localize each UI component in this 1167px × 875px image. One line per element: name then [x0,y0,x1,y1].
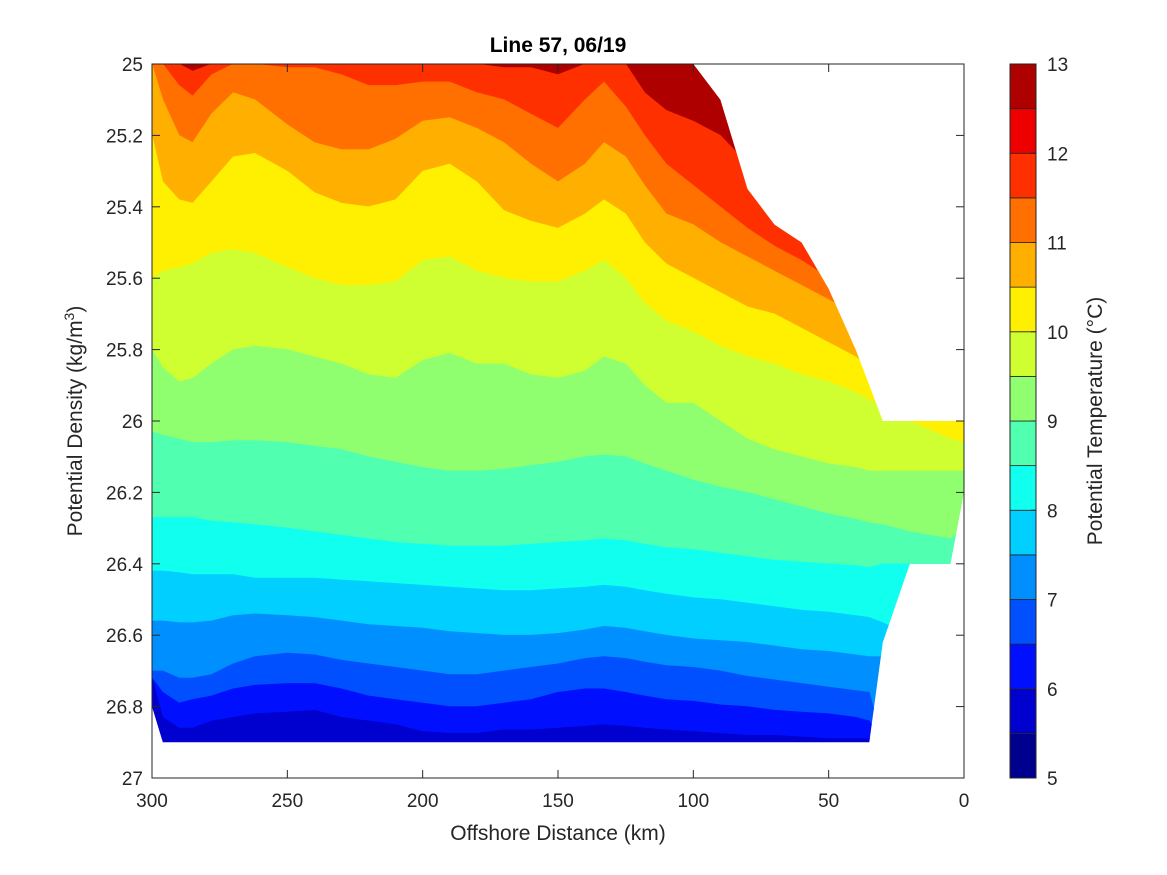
y-axis-label-close: ) [64,306,87,313]
colorbar-segment [1009,152,1037,199]
colorbar-segment [1009,599,1037,645]
y-tick-label: 26.2 [106,483,143,504]
colorbar-segment [1009,643,1037,690]
plot-area: 300 250 200 150 100 50 0 2525.225.425.625.8262… [106,55,969,812]
y-tick-label: 25.4 [106,198,143,219]
colorbar-tick-label: 13 [1047,55,1068,76]
y-tick-label: 26.4 [106,555,143,576]
colorbar-segment [1009,63,1037,110]
x-tick-label: 100 [677,791,709,812]
colorbar-segment [1009,509,1037,556]
colorbar-segment [1009,331,1037,377]
y-tick-label: 25.8 [106,341,143,362]
x-tick-label: 200 [407,791,439,812]
y-axis-label: Potential Density (kg/m3) [61,306,87,537]
colorbar-segment [1009,465,1037,511]
y-axis-label-main: Potential Density (kg/m [64,320,87,536]
y-axis: 25 25.2 25.4 25.6 25.8 26 26.2 26.4 26.6 26.8 27 [106,55,964,790]
colorbar-tick-label: 6 [1047,680,1058,701]
colorbar-tick-label: 9 [1047,412,1058,433]
y-tick-label: 25 [122,55,143,76]
colorbar-segment [1009,242,1037,288]
colorbar-segment [1009,554,1037,600]
x-tick-label: 300 [136,791,168,812]
y-tick-label: 25.6 [106,269,143,290]
y-tick-label: 26.8 [106,698,143,719]
colorbar-segment [1009,420,1037,467]
contour-band [152,677,964,743]
x-tick-label: 50 [818,791,839,812]
y-tick-label: 26 [122,412,143,433]
x-axis: 300 250 200 150 100 50 0 [136,64,969,812]
x-tick-label: 250 [271,791,303,812]
y-tick-label: 27 [122,769,143,790]
x-tick-label: 0 [959,791,970,812]
colorbar-segment [1009,375,1037,422]
colorbar-tick-label: 11 [1047,234,1067,255]
colorbar-segment [1009,732,1037,779]
colorbar-segment [1009,108,1037,154]
y-axis-label-superscript: 3 [61,312,77,320]
y-tick-label: 26.6 [106,626,143,647]
colorbar-segment [1009,286,1037,333]
colorbar-tick-label: 10 [1047,323,1068,344]
colorbar-label: Potential Temperature (°C) [1084,297,1107,545]
colorbar-tick-label: 8 [1047,501,1058,522]
colorbar-segment [1009,197,1037,243]
x-axis-label: Offshore Distance (km) [450,822,666,845]
colorbar: 5 6 7 8 9 10 11 12 13 [1009,55,1068,790]
colorbar-segment [1009,688,1037,734]
chart-title: Line 57, 06/19 [490,34,627,57]
x-tick-label: 150 [542,791,574,812]
colorbar-tick-label: 12 [1047,144,1068,165]
colorbar-tick-label: 7 [1047,591,1058,612]
y-tick-label: 25.2 [106,126,143,147]
colorbar-tick-label: 5 [1047,769,1058,790]
